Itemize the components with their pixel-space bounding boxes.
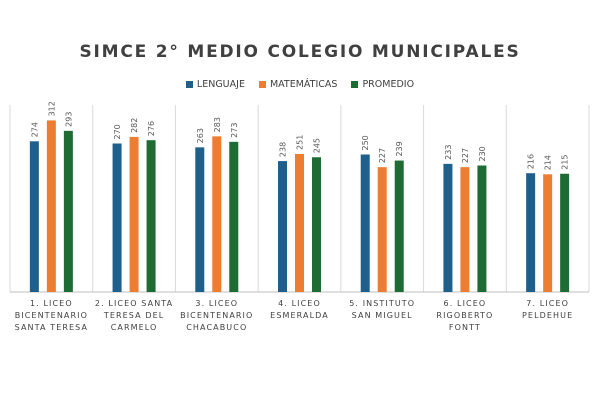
data-label: 270 bbox=[113, 124, 122, 139]
legend: LENGUAJE MATEMÁTICAS PROMEDIO bbox=[0, 79, 600, 90]
x-tick-label-line: BICENTENARIO bbox=[180, 311, 253, 320]
x-tick-label-line: 3. LICEO bbox=[195, 299, 238, 308]
bar-matemáticas bbox=[129, 136, 139, 292]
x-tick-label-line: FONTT bbox=[449, 323, 481, 332]
bar-lenguaje bbox=[360, 154, 370, 292]
x-tick-label: 6. LICEO RIGOBERTO FONTT bbox=[436, 299, 493, 332]
bar-matemáticas bbox=[212, 136, 222, 292]
data-label: 214 bbox=[544, 155, 553, 170]
x-tick-label-line: BICENTENARIO bbox=[15, 311, 88, 320]
bar-matemáticas bbox=[46, 120, 56, 293]
x-tick-label-line: ESMERALDA bbox=[270, 311, 329, 320]
x-tick-label-line: SANTA TERESA bbox=[15, 323, 88, 332]
legend-item-matematicas: MATEMÁTICAS bbox=[258, 79, 338, 90]
x-tick-label: 7. LICEO PELDEHUE bbox=[522, 299, 573, 320]
x-tick-label: 3. LICEO BICENTENARIO CHACABUCO bbox=[180, 299, 253, 332]
data-label: 251 bbox=[296, 135, 305, 150]
data-label: 276 bbox=[147, 121, 156, 136]
x-tick-label-line: TERESA DEL bbox=[103, 311, 164, 320]
data-label: 250 bbox=[361, 135, 370, 150]
bar-lenguaje bbox=[29, 141, 39, 292]
data-label: 227 bbox=[378, 148, 387, 163]
bar-promedio bbox=[477, 165, 487, 292]
data-label: 233 bbox=[444, 145, 453, 160]
bar-lenguaje bbox=[526, 173, 536, 292]
bar-promedio bbox=[312, 157, 321, 292]
bar-matemáticas bbox=[377, 167, 387, 292]
legend-swatch-promedio bbox=[351, 81, 359, 88]
data-label: 312 bbox=[47, 101, 56, 116]
legend-item-lenguaje: LENGUAJE bbox=[185, 79, 245, 90]
legend-label-lenguaje: LENGUAJE bbox=[196, 79, 245, 90]
bar-matemáticas bbox=[460, 167, 470, 292]
x-tick-label-line: 7. LICEO bbox=[526, 299, 569, 308]
bar-promedio bbox=[63, 130, 73, 292]
bar-lenguaje bbox=[195, 147, 205, 292]
bar-promedio bbox=[229, 141, 239, 292]
bar-lenguaje bbox=[112, 143, 122, 292]
x-tick-label-line: PELDEHUE bbox=[522, 311, 573, 320]
data-label: 239 bbox=[395, 141, 404, 156]
x-tick-label-line: 5. INSTITUTO bbox=[349, 299, 415, 308]
chart-title: SIMCE 2° MEDIO COLEGIO MUNICIPALES bbox=[79, 42, 521, 62]
legend-swatch-matematicas bbox=[258, 81, 266, 88]
x-tick-label: 1. LICEO BICENTENARIO SANTA TERESA bbox=[15, 299, 88, 332]
legend-item-promedio: PROMEDIO bbox=[351, 79, 414, 90]
data-label: 227 bbox=[461, 148, 470, 163]
data-label: 273 bbox=[230, 123, 239, 138]
x-tick-label-line: CARMELO bbox=[111, 323, 158, 332]
bar-lenguaje bbox=[443, 163, 453, 292]
data-label: 245 bbox=[313, 138, 322, 153]
data-label: 263 bbox=[196, 128, 205, 143]
data-label: 215 bbox=[561, 154, 570, 169]
bar-lenguaje bbox=[278, 161, 287, 292]
x-tick-label-line: 2. LICEO SANTA bbox=[95, 299, 173, 308]
bar-promedio bbox=[146, 140, 156, 292]
x-tick-label-line: 1. LICEO bbox=[30, 299, 73, 308]
x-tick-label: 4. LICEO ESMERALDA bbox=[270, 299, 329, 320]
x-tick-label-line: RIGOBERTO bbox=[436, 311, 493, 320]
x-tick-label-line: 6. LICEO bbox=[444, 299, 487, 308]
x-tick-label-line: 4. LICEO bbox=[278, 299, 321, 308]
data-label: 238 bbox=[279, 142, 288, 157]
bar-matemáticas bbox=[543, 174, 553, 292]
x-tick-label-line: SAN MIGUEL bbox=[352, 311, 413, 320]
legend-label-promedio: PROMEDIO bbox=[362, 79, 415, 90]
data-label: 274 bbox=[30, 122, 39, 137]
x-tick-label-line: CHACABUCO bbox=[186, 323, 247, 332]
x-tick-label: 5. INSTITUTO SAN MIGUEL bbox=[349, 299, 415, 320]
bar-promedio bbox=[394, 160, 404, 292]
data-label: 293 bbox=[64, 112, 73, 127]
legend-swatch-lenguaje bbox=[185, 81, 193, 88]
legend-label-matematicas: MATEMÁTICAS bbox=[269, 79, 338, 90]
data-label: 283 bbox=[213, 117, 222, 132]
data-label: 230 bbox=[478, 146, 487, 161]
data-label: 282 bbox=[130, 118, 139, 133]
bar-promedio bbox=[560, 173, 570, 292]
x-tick-label: 2. LICEO SANTA TERESA DEL CARMELO bbox=[95, 299, 173, 332]
data-label: 216 bbox=[527, 154, 536, 169]
bar-matemáticas bbox=[295, 153, 304, 292]
